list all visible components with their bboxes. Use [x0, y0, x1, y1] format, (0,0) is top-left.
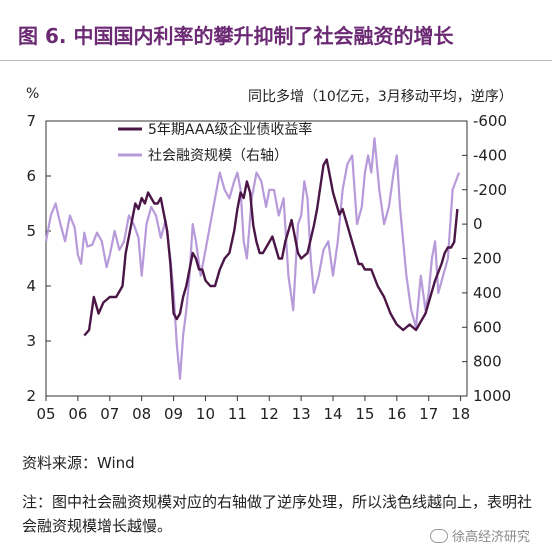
left-tick-label: 6 — [26, 167, 36, 185]
right-tick-label: 400 — [473, 284, 502, 302]
left-axis-unit: % — [26, 86, 40, 102]
source-text: 资料来源：Wind — [22, 454, 135, 472]
series-line-yield — [83, 158, 459, 337]
footnote-text: 注：图中社会融资规模对应的右轴做了逆序处理，所以浅色线越向上，表明社会融资规模增… — [22, 493, 533, 535]
x-tick-label: 17 — [419, 405, 438, 423]
x-tick-label: 06 — [68, 405, 87, 423]
x-tick-label: 15 — [355, 405, 374, 423]
watermark-text: 徐高经济研究 — [452, 530, 531, 545]
right-tick-label: -200 — [473, 181, 507, 199]
x-tick-label: 07 — [100, 405, 119, 423]
title-divider — [0, 60, 552, 61]
left-tick-label: 7 — [26, 112, 36, 130]
x-tick-label: 05 — [36, 405, 55, 423]
right-tick-label: -400 — [473, 146, 507, 164]
x-tick-label: 11 — [228, 405, 247, 423]
legend-label-tsf: 社会融资规模（右轴） — [148, 148, 288, 164]
legend: 5年期AAA级企业债收益率 社会融资规模（右轴） — [118, 121, 312, 164]
right-tick-label: 600 — [473, 318, 502, 336]
x-tick-label: 12 — [260, 405, 279, 423]
x-tick-label: 08 — [132, 405, 151, 423]
right-tick-label: 0 — [473, 215, 483, 233]
series-line-tsf — [44, 137, 461, 380]
x-tick-label: 18 — [451, 405, 470, 423]
x-tick-label: 09 — [164, 405, 183, 423]
x-tick-label: 16 — [387, 405, 406, 423]
chart-title: 图 6. 中国国内利率的攀升抑制了社会融资的增长 — [18, 24, 454, 48]
x-tick-label: 13 — [292, 405, 311, 423]
right-tick-label: 1000 — [473, 387, 511, 405]
right-tick-label: -600 — [473, 112, 507, 130]
watermark: 徐高经济研究 — [430, 526, 530, 545]
right-tick-label: 200 — [473, 250, 502, 268]
line-chart: 2 3 4 5 6 7 -600 -400 -200 0 200 400 600 800 1000 05 06 0… — [26, 112, 511, 423]
right-axis-unit: 同比多增（10亿元，3月移动平均，逆序） — [248, 89, 513, 105]
wechat-icon — [430, 528, 448, 543]
left-tick-label: 3 — [26, 332, 36, 350]
left-tick-label: 4 — [26, 277, 36, 295]
x-tick-label: 14 — [323, 405, 342, 423]
x-tick-label: 10 — [196, 405, 215, 423]
legend-label-yield: 5年期AAA级企业债收益率 — [148, 121, 312, 138]
left-tick-label: 2 — [26, 387, 36, 405]
left-tick-label: 5 — [26, 222, 36, 240]
right-tick-label: 800 — [473, 353, 502, 371]
